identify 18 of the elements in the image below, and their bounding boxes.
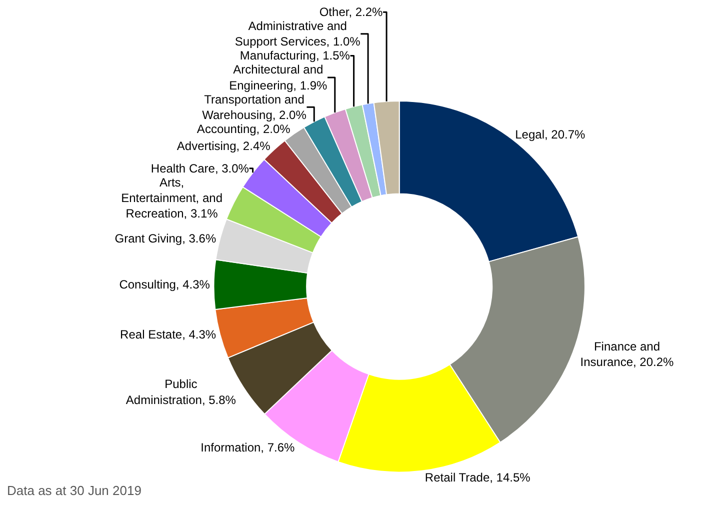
slice-label: Health Care, 3.0% (150, 161, 250, 176)
slice-label: Real Estate, 4.3% (120, 328, 216, 342)
slice-label: Accounting, 2.0% (196, 122, 291, 136)
slice-label: Other, 2.2% (319, 5, 384, 20)
slice-label: Consulting, 4.3% (119, 278, 210, 292)
slice-label: Architectural and Engineering, 1.9% (229, 62, 328, 92)
slice-label: Grant Giving, 3.6% (114, 232, 216, 246)
slice-label: Legal, 20.7% (515, 127, 586, 142)
slice-label: Arts, Entertainment, and Recreation, 3.1% (121, 175, 223, 221)
slice-label: Transportation and Warehousing, 2.0% (202, 92, 307, 122)
slice-label: Retail Trade, 14.5% (424, 470, 531, 485)
slice-label: Manufacturing, 1.5% (240, 48, 350, 63)
slice-label: Information, 7.6% (200, 440, 296, 454)
slice-label: Administrative and Support Services, 1.0% (234, 19, 361, 49)
slice-label: Finance and Insurance, 20.2% (580, 339, 674, 370)
slice-label: Advertising, 2.4% (176, 138, 271, 153)
text: Data as at 30 Jun 2019 (7, 483, 142, 498)
slice-label: Public Administration, 5.8% (126, 377, 236, 407)
